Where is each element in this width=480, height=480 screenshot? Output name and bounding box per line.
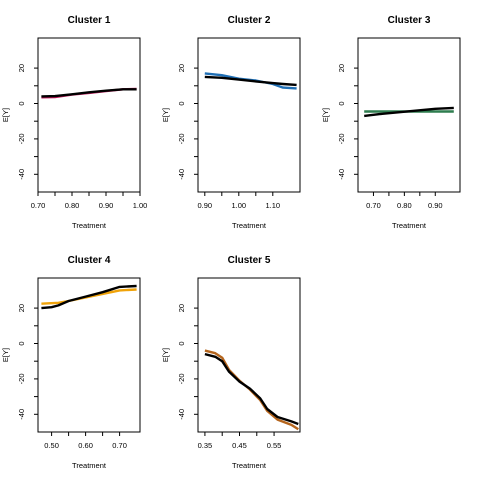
y-tick-label: 0 — [17, 341, 26, 345]
x-axis-label: Treatment — [392, 221, 427, 230]
x-tick-label: 0.90 — [99, 201, 114, 210]
x-tick-label: 0.70 — [31, 201, 46, 210]
y-tick-label: -40 — [337, 169, 346, 180]
y-tick-label: 20 — [337, 64, 346, 72]
y-tick-label: -40 — [177, 409, 186, 420]
y-axis-label: E[Y] — [321, 108, 330, 122]
x-tick-label: 0.70 — [366, 201, 381, 210]
panel-title: Cluster 5 — [228, 255, 271, 266]
y-tick-label: 0 — [177, 341, 186, 345]
y-tick-label: 0 — [177, 101, 186, 105]
panel-cluster-2: Cluster 2 0.90 1.00 1.10 -40 -20 0 20 Treatment E… — [161, 15, 301, 230]
panel-cluster-4: Cluster 4 0.50 0.60 0.70 -40 -20 0 20 Treatment E… — [1, 255, 141, 470]
series-line-black — [41, 88, 137, 98]
x-tick-label: 1.00 — [133, 201, 148, 210]
y-tick-label: -20 — [337, 133, 346, 144]
x-axis-label: Treatment — [72, 221, 107, 230]
plot-frame — [197, 277, 301, 433]
panel-title: Cluster 4 — [68, 255, 111, 266]
panel-cluster-3: Cluster 3 0.70 0.80 0.90 -40 -20 0 20 Treatment E… — [321, 15, 461, 230]
y-tick-label: 0 — [337, 101, 346, 105]
x-axis-label: Treatment — [232, 221, 267, 230]
panel-title: Cluster 3 — [388, 15, 431, 26]
series-line-black — [204, 352, 299, 426]
y-tick-label: -20 — [17, 373, 26, 384]
x-tick-label: 1.00 — [231, 201, 246, 210]
y-tick-label: 0 — [17, 101, 26, 105]
x-tick-label: 0.80 — [397, 201, 412, 210]
x-axis-label: Treatment — [232, 461, 267, 470]
y-axis-label: E[Y] — [161, 108, 170, 122]
panel-title: Cluster 1 — [68, 15, 111, 26]
x-tick-label: 0.90 — [197, 201, 212, 210]
x-tick-label: 0.70 — [112, 441, 127, 450]
y-tick-label: -40 — [17, 169, 26, 180]
x-tick-label: 1.10 — [265, 201, 280, 210]
y-axis-label: E[Y] — [1, 348, 10, 362]
series-line-black — [204, 75, 297, 87]
y-tick-label: -40 — [17, 409, 26, 420]
x-tick-label: 0.90 — [428, 201, 443, 210]
panel-cluster-5: Cluster 5 0.35 0.45 0.55 -40 -20 0 20 Treatment E… — [161, 255, 301, 470]
y-tick-label: -20 — [17, 133, 26, 144]
x-tick-label: 0.50 — [44, 441, 59, 450]
y-tick-label: -40 — [177, 169, 186, 180]
x-tick-label: 0.45 — [232, 441, 247, 450]
panel-cluster-1: Cluster 1 0.70 0.80 0.90 1.00 -40 -20 0 20 Treatm… — [1, 15, 147, 230]
y-tick-label: -20 — [177, 373, 186, 384]
y-tick-label: 20 — [177, 64, 186, 72]
y-axis-label: E[Y] — [161, 348, 170, 362]
x-tick-label: 0.60 — [78, 441, 93, 450]
y-tick-label: 20 — [17, 64, 26, 72]
plot-frame — [37, 277, 141, 433]
x-tick-label: 0.35 — [198, 441, 213, 450]
series-line-black — [364, 106, 454, 118]
x-tick-label: 0.55 — [267, 441, 282, 450]
y-tick-label: -20 — [177, 133, 186, 144]
x-tick-label: 0.80 — [65, 201, 80, 210]
x-axis-label: Treatment — [72, 461, 107, 470]
plot-frame — [197, 37, 301, 193]
y-tick-label: 20 — [17, 304, 26, 312]
plot-frame — [357, 37, 461, 193]
y-tick-label: 20 — [177, 304, 186, 312]
y-axis-label: E[Y] — [1, 108, 10, 122]
panel-title: Cluster 2 — [228, 15, 271, 26]
plot-frame — [37, 37, 141, 193]
series-line-black — [41, 284, 137, 310]
